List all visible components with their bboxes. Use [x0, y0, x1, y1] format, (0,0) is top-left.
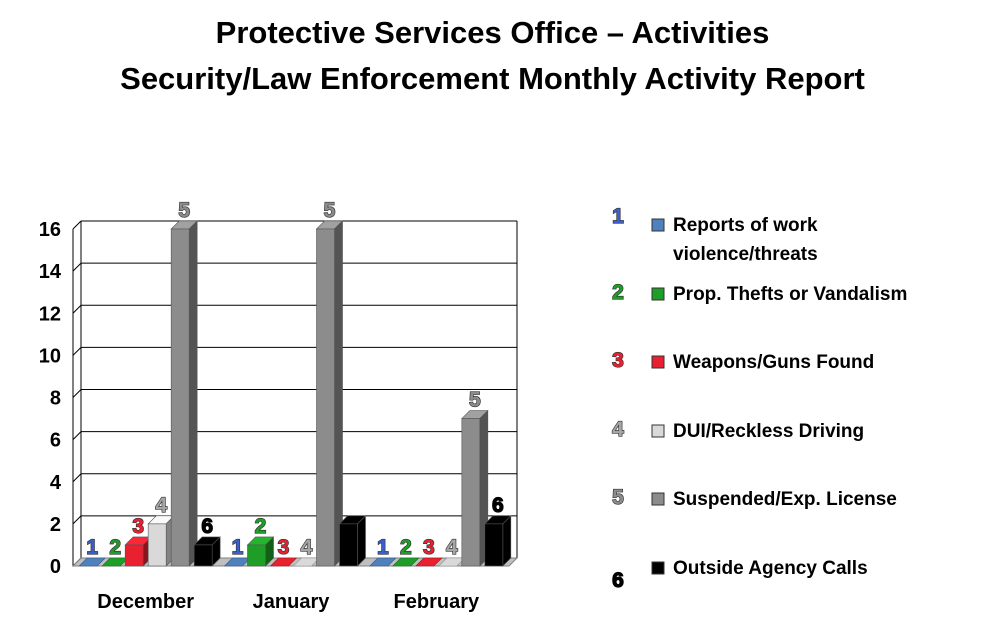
- bar-flat: [369, 557, 397, 567]
- data-label: 5: [324, 199, 336, 222]
- data-label: 4: [155, 494, 167, 517]
- data-label: 2: [109, 536, 121, 559]
- bar-front: [147, 523, 167, 567]
- legend-swatch: [651, 492, 665, 506]
- legend-marker-label: 5: [612, 486, 624, 509]
- legend-entry: 4 DUI/Reckless Driving: [612, 417, 865, 442]
- gridline-side: [72, 220, 82, 230]
- legend-label: Prop. Thefts or Vandalism: [673, 284, 907, 305]
- bar-side: [188, 220, 198, 567]
- bar: [392, 557, 420, 567]
- legend-label: Suspended/Exp. License: [673, 489, 897, 510]
- bar-flat: [269, 557, 298, 567]
- y-tick-label: 16: [39, 219, 61, 241]
- gridline-side: [72, 473, 82, 483]
- gridline-side: [72, 515, 82, 525]
- bar-front: [484, 523, 504, 567]
- gridline-side: [72, 389, 82, 398]
- data-label: 1: [232, 536, 244, 559]
- bar: [315, 220, 344, 567]
- legend-marker-label: 6: [612, 569, 624, 592]
- gridline-side: [72, 431, 82, 440]
- bar: [170, 220, 198, 567]
- bar-flat: [78, 557, 106, 567]
- bar: [338, 515, 367, 567]
- legend-label: Reports of work: [673, 215, 818, 236]
- bar-front: [193, 544, 213, 567]
- data-label: 2: [400, 536, 412, 559]
- y-tick-label: 10: [39, 345, 61, 367]
- bar: [461, 409, 489, 567]
- legend-swatch: [651, 355, 665, 369]
- bar: [124, 536, 152, 567]
- bar: [269, 557, 298, 567]
- bar-front: [247, 544, 266, 567]
- data-label: 6: [492, 494, 504, 517]
- x-tick-label: December: [97, 591, 194, 613]
- legend-label: Weapons/Guns Found: [673, 352, 874, 373]
- x-tick-label: January: [253, 591, 331, 613]
- legend-marker-label: 1: [612, 205, 624, 228]
- legend-entry: 3 Weapons/Guns Found: [612, 348, 875, 373]
- bar-front: [124, 544, 144, 567]
- bar-flat: [392, 557, 420, 567]
- legend-marker-label: 3: [612, 349, 624, 372]
- data-label: 3: [423, 536, 435, 559]
- data-label: 3: [132, 515, 144, 538]
- legend-entry: 2 Prop. Thefts or Vandalism: [612, 280, 908, 305]
- chart-title-line-2: Security/Law Enforcement Monthly Activit…: [120, 61, 865, 96]
- data-label: 4: [446, 536, 458, 559]
- legend-swatch: [651, 424, 665, 438]
- data-label: 3: [278, 536, 290, 559]
- legend-marker-label: 4: [612, 418, 624, 441]
- legend-marker-label: 2: [612, 281, 624, 304]
- data-label: 1: [86, 536, 98, 559]
- y-tick-label: 8: [50, 388, 61, 410]
- legend-swatch: [651, 218, 665, 232]
- gridline-side: [72, 347, 82, 356]
- bar: [415, 557, 443, 567]
- legend-label: Outside Agency Calls: [673, 558, 868, 579]
- gridline-side: [72, 262, 82, 272]
- y-tick-label: 12: [39, 303, 61, 325]
- legend-swatch: [651, 287, 665, 301]
- bar: [78, 557, 106, 567]
- bar-side: [334, 220, 343, 567]
- y-tick-label: 2: [50, 514, 61, 536]
- data-label: 5: [178, 199, 190, 222]
- bar-side: [502, 515, 512, 567]
- data-label: 6: [201, 515, 213, 538]
- chart-title: Protective Services Office – Activities …: [0, 10, 985, 102]
- gridline-side: [72, 304, 82, 314]
- data-label: 5: [469, 389, 481, 412]
- y-tick-label: 4: [50, 472, 62, 494]
- bar-front: [461, 418, 481, 567]
- legend-entry: 1 Reports of work violence/threats: [612, 204, 819, 265]
- data-label: 1: [377, 536, 389, 559]
- bar: [484, 515, 512, 567]
- legend-label: DUI/Reckless Driving: [673, 421, 864, 442]
- bar-front: [316, 228, 335, 567]
- bar-side: [357, 515, 366, 567]
- legend-swatch: [651, 561, 665, 575]
- data-label: 4: [301, 536, 313, 559]
- bar: [369, 557, 397, 567]
- chart-title-line-1: Protective Services Office – Activities: [215, 15, 770, 50]
- bar-flat: [415, 557, 443, 567]
- data-label: 2: [255, 515, 267, 538]
- bar: [147, 515, 175, 567]
- legend-entry: 6 Outside Agency Calls: [612, 558, 868, 593]
- bar-front: [339, 523, 358, 567]
- bar: [246, 536, 275, 567]
- bar: [193, 536, 221, 567]
- x-tick-label: February: [394, 591, 480, 613]
- y-tick-label: 6: [50, 430, 61, 452]
- y-tick-label: 14: [39, 261, 62, 283]
- bar-front: [170, 228, 190, 567]
- legend-label: violence/threats: [673, 244, 818, 265]
- y-tick-label: 0: [50, 556, 61, 578]
- legend-entry: 5 Suspended/Exp. License: [612, 485, 897, 510]
